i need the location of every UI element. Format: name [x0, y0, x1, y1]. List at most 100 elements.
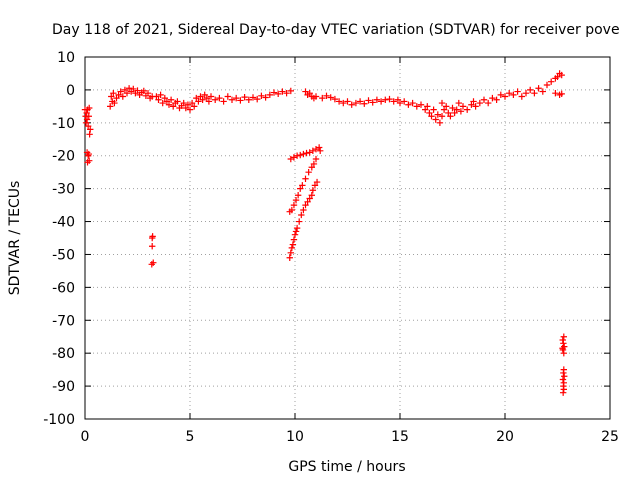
data-point — [140, 87, 147, 95]
data-point — [424, 103, 431, 110]
data-point — [356, 98, 364, 105]
data-point — [184, 101, 192, 108]
data-point — [457, 108, 465, 115]
data-point — [163, 98, 171, 105]
data-point — [275, 90, 282, 98]
data-point — [409, 99, 416, 107]
data-point — [216, 94, 223, 102]
x-tick-label: 10 — [286, 429, 304, 445]
x-tick-label: 25 — [601, 429, 619, 445]
data-point — [413, 103, 420, 110]
data-point — [302, 88, 309, 95]
data-point — [472, 103, 479, 110]
data-point — [286, 254, 293, 261]
data-point — [291, 231, 299, 238]
data-point — [303, 149, 310, 157]
data-point — [560, 340, 567, 347]
data-series — [148, 233, 157, 268]
data-point — [377, 98, 385, 105]
data-point — [195, 98, 202, 105]
data-point — [212, 96, 219, 103]
data-point — [438, 113, 446, 120]
data-point — [305, 168, 312, 176]
data-point — [287, 249, 294, 257]
data-point — [306, 195, 313, 202]
data-point — [552, 90, 559, 97]
data-point — [443, 103, 450, 110]
data-point — [315, 144, 323, 151]
data-point — [115, 91, 122, 99]
data-point — [300, 150, 307, 158]
data-point — [125, 85, 133, 92]
data-point — [422, 106, 429, 113]
data-point — [560, 349, 567, 357]
data-point — [292, 228, 300, 235]
data-point — [258, 92, 265, 100]
data-point — [468, 101, 475, 108]
data-point — [459, 103, 467, 110]
data-point — [155, 96, 162, 103]
data-point — [254, 95, 261, 103]
data-point — [313, 178, 321, 186]
data-point — [501, 93, 509, 100]
chart-title: Day 118 of 2021, Sidereal Day-to-day VTE… — [52, 22, 620, 38]
data-point — [241, 93, 248, 101]
data-point — [191, 103, 198, 110]
data-point — [560, 333, 567, 340]
data-point — [331, 95, 339, 103]
data-series — [559, 333, 568, 396]
data-point — [107, 103, 114, 110]
x-tick-label: 5 — [186, 429, 195, 445]
y-tick-label: -40 — [52, 215, 75, 231]
data-point — [560, 369, 567, 377]
data-point — [262, 94, 269, 101]
data-point — [167, 96, 175, 103]
data-point — [455, 99, 462, 107]
x-tick-label: 0 — [81, 429, 90, 445]
data-point — [365, 97, 372, 104]
data-point — [361, 100, 368, 107]
data-point — [224, 93, 231, 100]
data-point — [296, 218, 303, 225]
data-point — [182, 104, 189, 112]
data-point — [170, 103, 177, 110]
y-tick-label: 10 — [57, 50, 75, 66]
data-point — [386, 95, 393, 103]
data-point — [157, 91, 164, 99]
data-point — [220, 98, 227, 105]
data-point — [161, 94, 168, 102]
data-point — [205, 98, 213, 105]
data-point — [373, 96, 381, 103]
data-point — [309, 187, 317, 194]
data-point — [134, 87, 141, 94]
data-point — [270, 89, 278, 96]
data-point — [108, 93, 115, 100]
data-point — [497, 91, 504, 99]
data-point — [451, 109, 458, 117]
data-point — [470, 98, 477, 105]
data-point — [293, 224, 301, 232]
data-point — [233, 94, 240, 102]
x-tick-label: 15 — [391, 429, 409, 445]
data-point — [287, 87, 294, 95]
data-point — [297, 151, 304, 159]
data-point — [153, 93, 160, 100]
data-point — [86, 131, 93, 138]
y-tick-label: -70 — [52, 313, 75, 329]
data-series — [286, 178, 321, 261]
data-point — [249, 94, 257, 101]
data-point — [193, 94, 200, 102]
data-point — [117, 88, 124, 95]
data-point — [87, 126, 94, 133]
y-tick-label: -80 — [52, 346, 75, 362]
data-point — [352, 99, 360, 107]
data-point — [434, 111, 441, 118]
y-axis-label: SDTVAR / TECUs — [7, 181, 23, 296]
data-point — [123, 90, 131, 97]
data-point — [165, 101, 173, 108]
tick-labels: 0 5 10 15 20 25 10 0 -10 -20 -30 -40 -50 -60 -70 -80 -90… — [43, 50, 619, 445]
data-point — [207, 93, 215, 100]
data-point — [85, 113, 92, 120]
data-point — [201, 91, 208, 99]
